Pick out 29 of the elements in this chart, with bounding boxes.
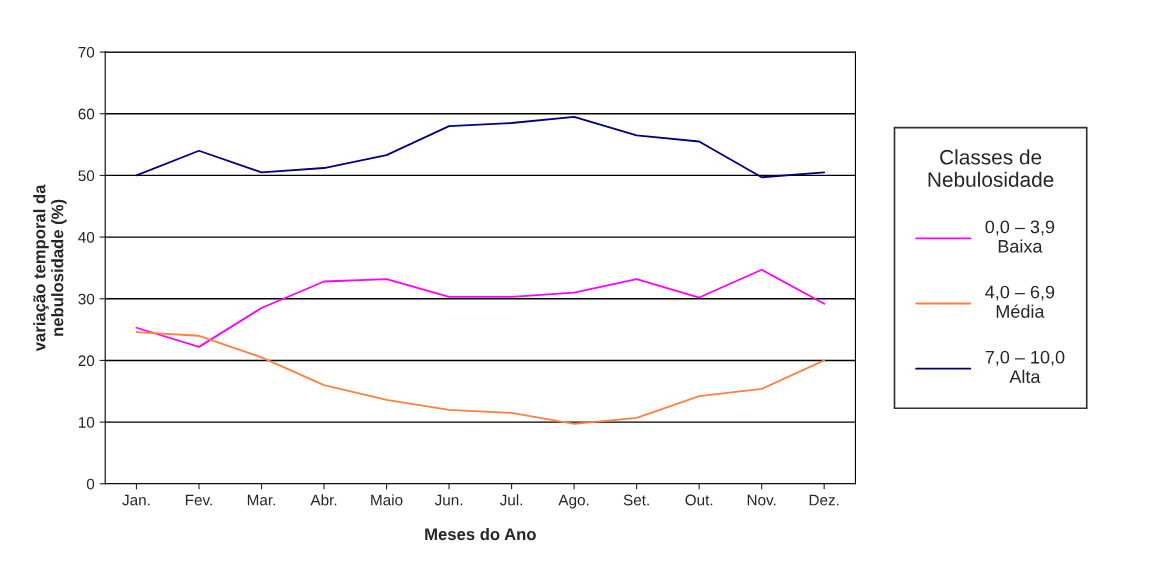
x-tick-label: Set. (623, 494, 649, 506)
x-axis-title: Meses do Ano (425, 527, 536, 541)
y-tick-label: 20 (78, 355, 95, 367)
x-tick-label: Out. (685, 494, 713, 506)
legend-label: 7,0 – 10,0 Alta (985, 350, 1065, 384)
y-tick-label: 10 (78, 416, 95, 428)
line-series (135, 115, 826, 179)
y-axis-title: variação temporal da nebulosidade (%) (33, 184, 67, 352)
legend-label: 4,0 – 6,9 Média (985, 285, 1055, 318)
y-tick-label: 60 (78, 108, 95, 120)
x-tick-label: Nov. (747, 494, 776, 506)
legend-label: 0,0 – 3,9 Baixa (985, 220, 1055, 253)
x-tick-label: Mar. (247, 494, 275, 506)
x-tick-label: Jun. (434, 494, 463, 506)
y-tick-label: 30 (78, 293, 95, 305)
y-tick-label: 50 (78, 170, 95, 182)
legend-title: Classes de Nebulosidade (928, 149, 1054, 187)
x-tick-label: Jul. (499, 494, 523, 506)
y-tick-label: 70 (78, 46, 95, 58)
x-tick-label: Abr. (310, 494, 337, 506)
y-tick-label: 40 (78, 231, 95, 243)
x-tick-label: Maio (371, 494, 403, 506)
line-series (135, 331, 826, 425)
x-tick-label: Ago. (558, 494, 589, 509)
x-tick-label: Dez. (809, 494, 839, 506)
y-tick-label: 0 (86, 478, 95, 490)
x-tick-label: Jan. (122, 494, 150, 506)
x-tick-label: Fev. (185, 494, 212, 506)
line-series (135, 268, 826, 348)
